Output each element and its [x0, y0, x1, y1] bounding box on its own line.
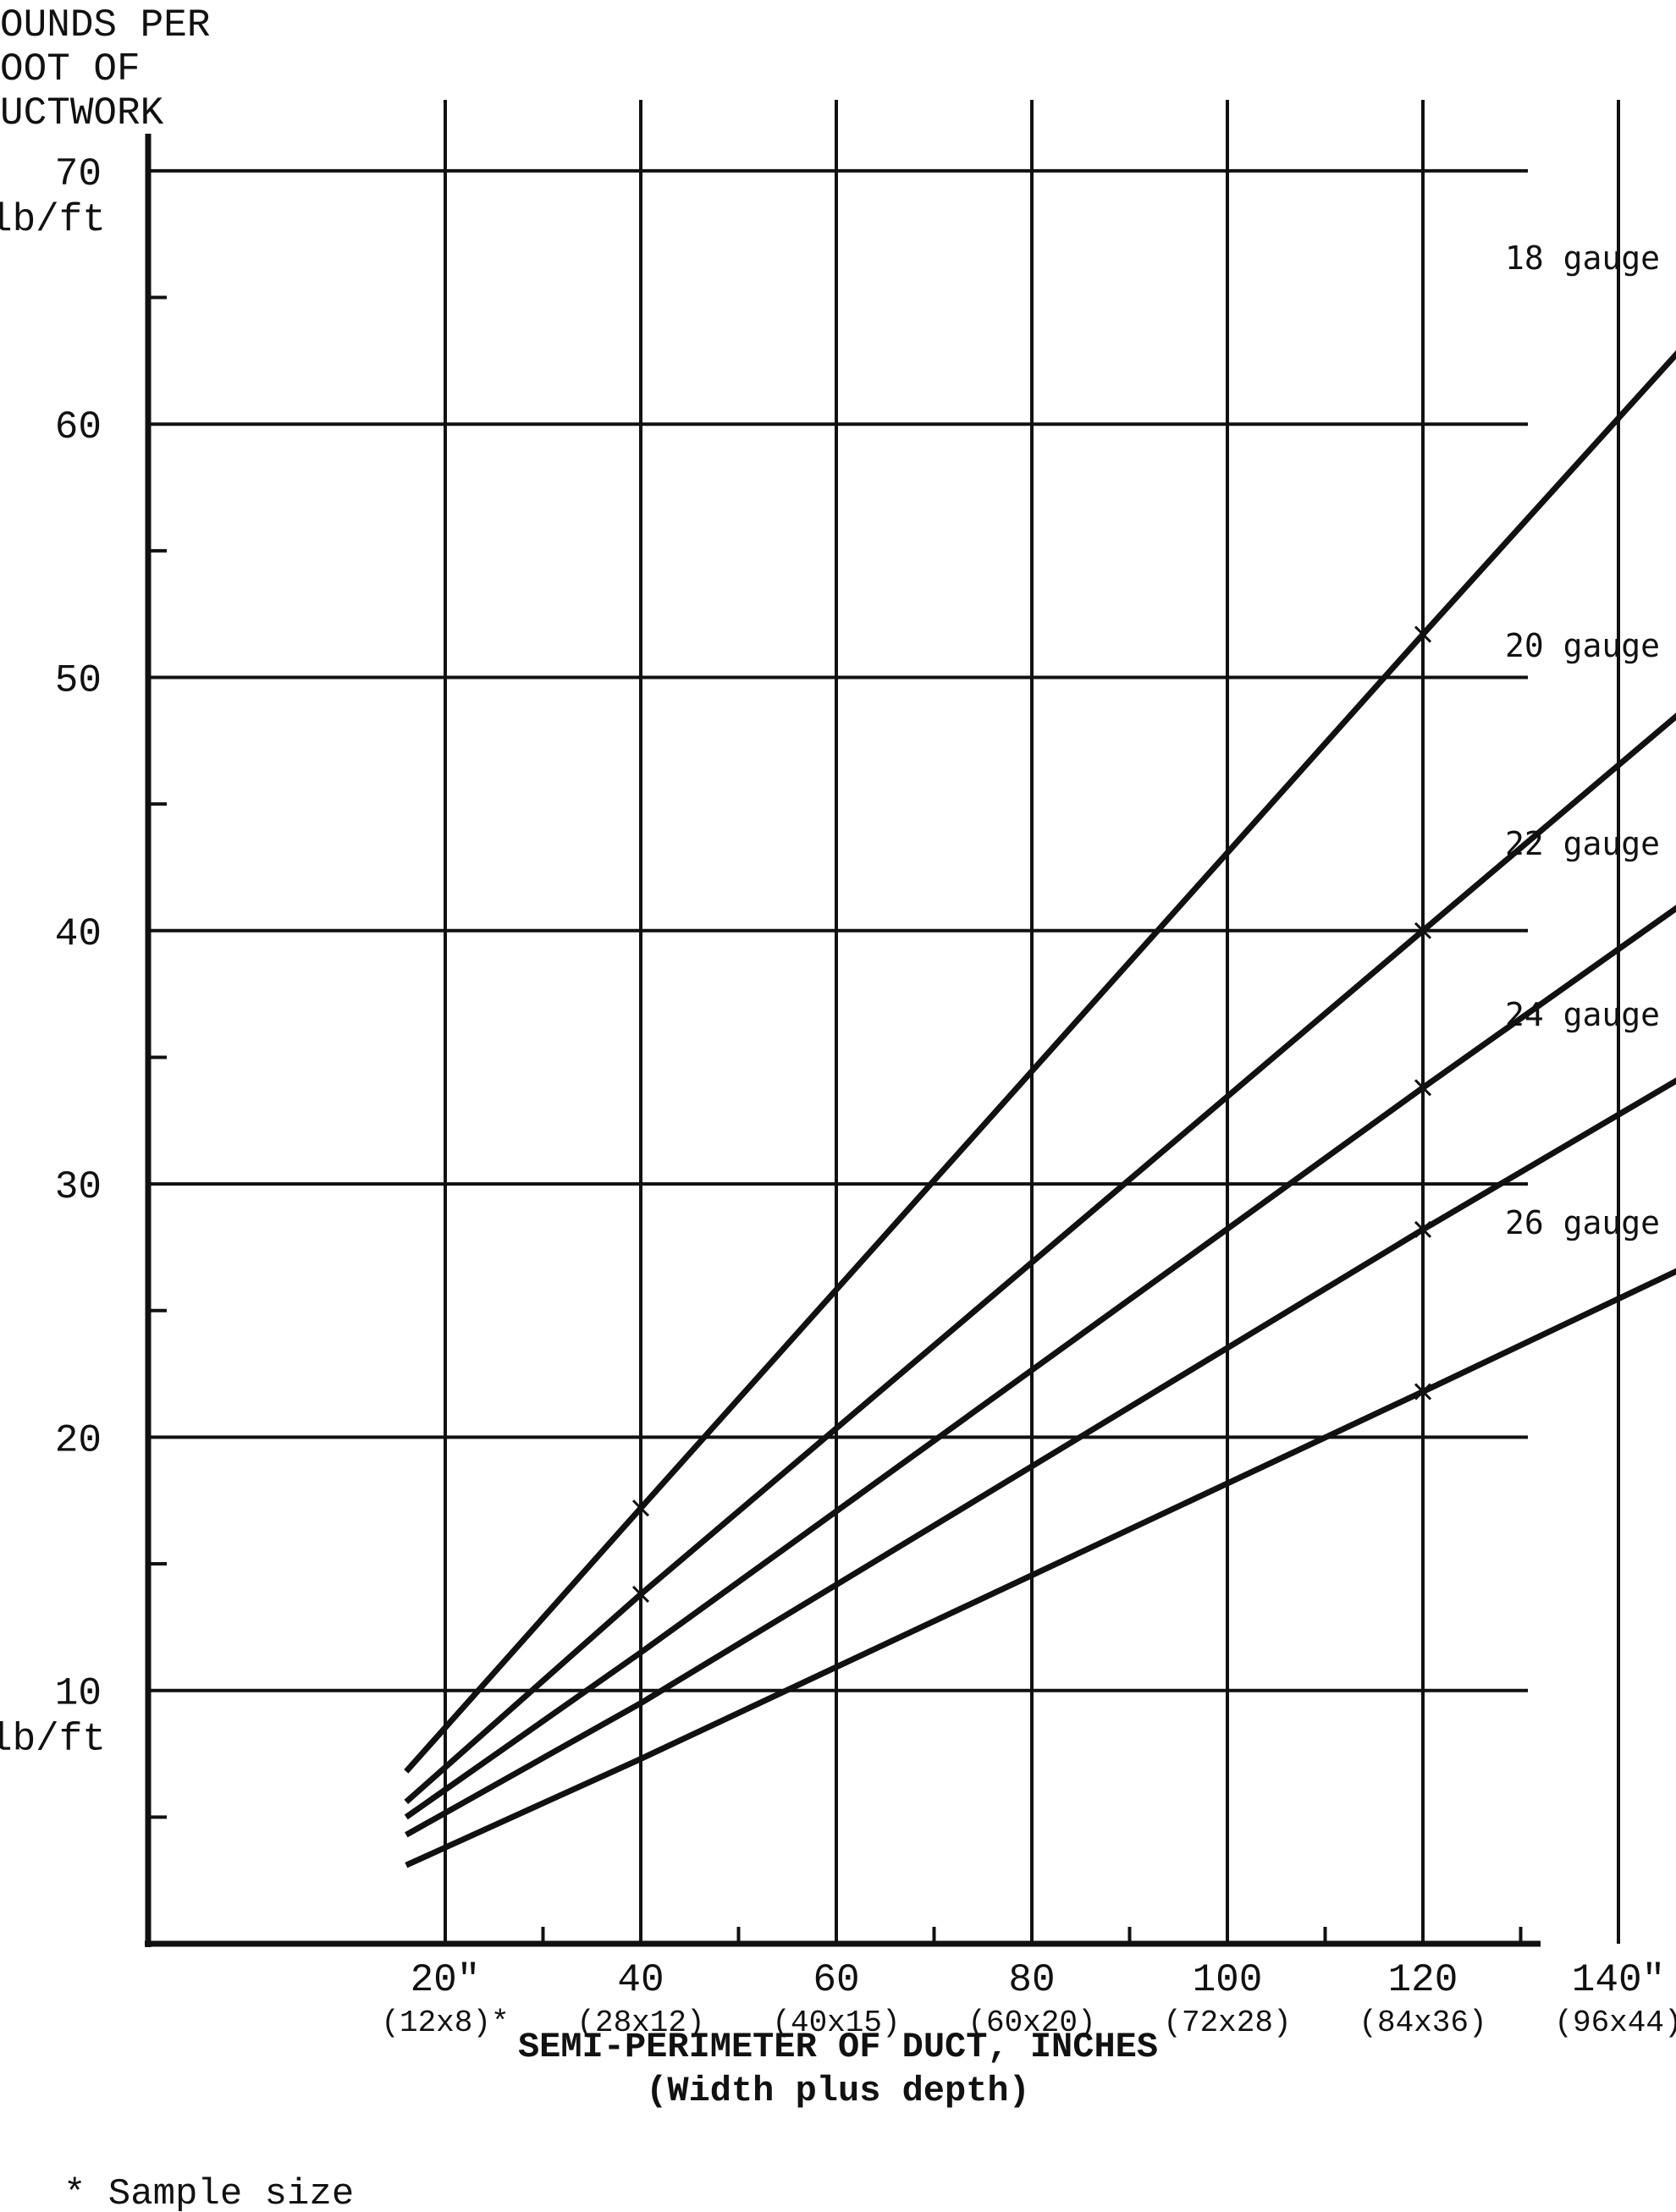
data-point-marker-22-gauge-120 [1414, 1079, 1432, 1097]
data-point-marker-26-gauge-120 [1414, 1383, 1432, 1400]
x-tick-label-40: 40 [617, 1958, 664, 2002]
x-axis-title-line-2: (Width plus depth) [646, 2071, 1030, 2111]
series-line-22-gauge [404, 905, 1676, 1820]
series-label-24-gauge: 24 gauge [1505, 996, 1660, 1033]
x-tick-sublabel-40: (28x12) [576, 2006, 704, 2040]
x-tick-sublabel-140: (96x44) [1554, 2006, 1676, 2040]
marker-stroke [1414, 1079, 1432, 1097]
y-axis-title-line-1: OUNDS PER [0, 3, 210, 47]
x-axis-title-line-1: SEMI-PERIMETER OF DUCT, INCHES [518, 2027, 1158, 2067]
y-tick-label-20: 20 [55, 1418, 102, 1462]
marker-stroke [1414, 922, 1432, 939]
series-line-18-gauge [404, 349, 1676, 1774]
series-line-24-gauge [405, 1077, 1676, 1838]
series-line-26-gauge [405, 1268, 1676, 1868]
x-tick-label-60: 60 [813, 1958, 859, 2002]
y-tick-label-70: 70 [55, 152, 102, 196]
y-tick-unit-10: lb/ft [0, 1718, 106, 1762]
series-layer [404, 349, 1676, 1868]
x-tick-sublabel-80: (60x20) [968, 2006, 1095, 2040]
grid-layer [148, 100, 1620, 1944]
y-tick-unit-70: lb/ft [0, 198, 106, 242]
y-axis-title-line-3: UCTWORK [0, 91, 164, 135]
marker-stroke [1414, 1220, 1432, 1239]
series-line-20-gauge [404, 713, 1676, 1805]
x-tick-sublabel-60: (40x15) [772, 2006, 900, 2040]
data-point-marker-20-gauge-40 [631, 1585, 650, 1604]
y-tick-label-40: 40 [55, 912, 102, 956]
y-tick-label-30: 30 [55, 1165, 102, 1209]
y-tick-label-50: 50 [55, 659, 102, 703]
x-tick-label-80: 80 [1008, 1958, 1055, 2002]
data-point-marker-20-gauge-120 [1414, 922, 1432, 939]
label-layer: 70lb/ft605040302010lb/ft20"(12x8)*40(28x… [0, 152, 1676, 2040]
footnote: * Sample size [63, 2173, 354, 2212]
series-label-18-gauge: 18 gauge [1505, 239, 1660, 277]
marker-stroke [1414, 1383, 1432, 1400]
data-point-marker-24-gauge-120 [1414, 1220, 1432, 1239]
y-tick-label-10: 10 [55, 1672, 102, 1716]
x-tick-label-100: 100 [1193, 1958, 1263, 2002]
x-tick-label-20: 20" [411, 1958, 481, 2002]
series-label-26-gauge: 26 gauge [1505, 1204, 1660, 1241]
data-point-marker-18-gauge-40 [631, 1499, 650, 1517]
x-tick-sublabel-120: (84x36) [1359, 2006, 1486, 2040]
axis-layer [145, 134, 1541, 1947]
x-tick-sublabel-100: (72x28) [1163, 2006, 1291, 2040]
marker-stroke [631, 1585, 650, 1604]
data-point-marker-18-gauge-120 [1414, 625, 1432, 643]
x-tick-sublabel-20: (12x8)* [381, 2006, 509, 2040]
marker-stroke [1414, 625, 1432, 643]
x-tick-label-140: 140" [1572, 1958, 1665, 2002]
series-label-20-gauge: 20 gauge [1505, 627, 1660, 664]
x-tick-label-120: 120 [1388, 1958, 1458, 2002]
y-axis-title-line-2: OOT OF [0, 47, 141, 91]
y-tick-label-60: 60 [55, 405, 102, 449]
series-label-22-gauge: 22 gauge [1505, 825, 1660, 862]
marker-stroke [631, 1499, 650, 1517]
